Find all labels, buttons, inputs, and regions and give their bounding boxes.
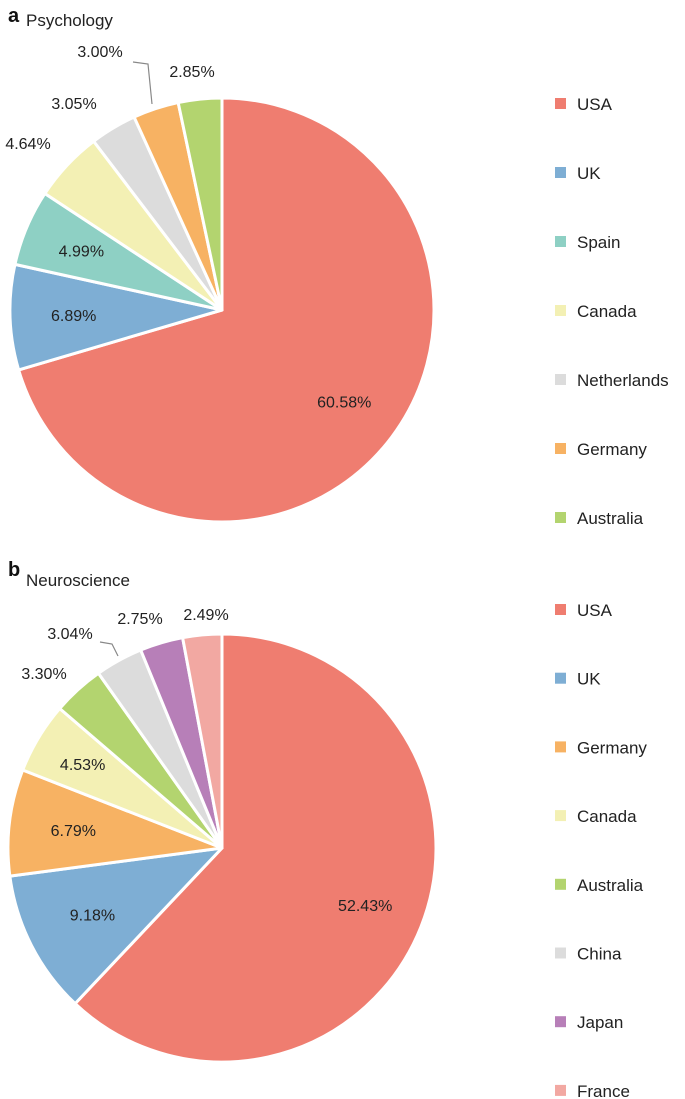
slice-label: 6.79% <box>51 823 96 840</box>
legend-swatch <box>555 1084 566 1096</box>
slice-label: 60.58% <box>317 394 371 411</box>
pie-slice-germany <box>6 768 224 878</box>
slice-label: 2.49% <box>183 607 228 624</box>
legend-swatch <box>555 374 566 385</box>
legend-label: France <box>577 1082 630 1099</box>
legend-label: Germany <box>577 440 647 459</box>
slice-label: 3.30% <box>21 666 66 683</box>
legend-swatch <box>555 878 566 890</box>
pie-chart-b: b Neuroscience 52.43% 9.18% 6.79% 4.53% 3.30% 3… <box>6 559 647 1099</box>
pie-slice-australia <box>176 96 224 312</box>
legend-swatch <box>555 947 566 959</box>
legend-label: UK <box>577 670 601 689</box>
slice-label: 4.64% <box>5 136 50 153</box>
legend-label: Canada <box>577 807 637 826</box>
slice-label: 3.04% <box>47 626 92 643</box>
legend-swatch <box>555 236 566 247</box>
legend-label: Japan <box>577 1013 623 1032</box>
legend-swatch <box>555 741 566 753</box>
legend-swatch <box>555 672 566 684</box>
legend-label: Canada <box>577 302 637 321</box>
legend-swatch <box>555 810 566 822</box>
slice-label: 3.05% <box>51 96 96 113</box>
legend-swatch <box>555 443 566 454</box>
slice-label: 4.53% <box>60 757 105 774</box>
pie-slice-uk <box>8 262 224 372</box>
leader-line <box>132 61 153 105</box>
slice-label: 4.99% <box>59 244 104 261</box>
legend-label: USA <box>577 95 613 114</box>
pie-slice-uk <box>8 846 224 1006</box>
slice-label: 2.75% <box>117 611 162 628</box>
legend-swatch <box>555 604 566 615</box>
pie-slice-france <box>181 632 224 850</box>
legend-label: UK <box>577 164 601 183</box>
legend-swatch <box>555 512 566 523</box>
legend-swatch <box>555 305 566 316</box>
pie-chart-a: a Psychology 60.58% 6.89% 4.99% 4.64% 3.05% 3.0… <box>5 5 668 528</box>
pie-slice-usa <box>17 96 436 524</box>
legend-label: China <box>577 945 622 964</box>
leader-line <box>99 641 119 657</box>
legend-label: Germany <box>577 738 647 757</box>
legend-label: Australia <box>577 876 644 895</box>
legend-swatch <box>555 1016 566 1028</box>
legend-label: USA <box>577 601 613 620</box>
slice-label: 9.18% <box>70 907 115 924</box>
pie-slice-usa <box>73 632 438 1064</box>
panel-letter: a <box>8 5 20 27</box>
chart-title: Psychology <box>26 11 113 30</box>
slice-label: 52.43% <box>338 898 392 915</box>
slice-label: 2.85% <box>169 64 214 81</box>
panel-letter: b <box>8 559 20 581</box>
slice-label: 3.00% <box>77 44 122 61</box>
slice-label: 6.89% <box>51 308 96 325</box>
legend-label: Spain <box>577 233 620 252</box>
legend-swatch <box>555 167 566 178</box>
legend-label: Australia <box>577 509 644 528</box>
chart-title: Neuroscience <box>26 571 130 590</box>
legend-label: Netherlands <box>577 371 669 390</box>
legend-swatch <box>555 98 566 109</box>
